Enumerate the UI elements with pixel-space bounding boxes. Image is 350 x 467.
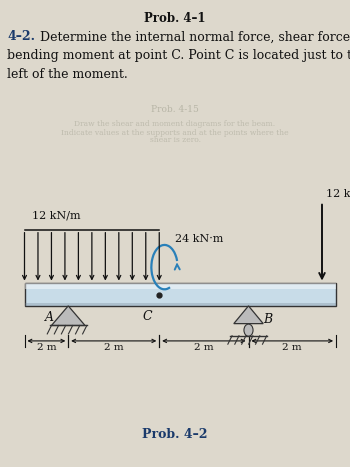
Text: 12 kN/m: 12 kN/m <box>32 211 80 220</box>
Text: 2 m: 2 m <box>282 343 302 352</box>
Circle shape <box>244 324 253 336</box>
Text: A: A <box>44 311 54 324</box>
Text: Prob. 4–2: Prob. 4–2 <box>142 428 208 441</box>
Bar <box>25 303 336 306</box>
Text: Draw the shear and moment diagrams for the beam.: Draw the shear and moment diagrams for t… <box>75 120 275 128</box>
Text: shear is zero.: shear is zero. <box>149 136 201 144</box>
Text: Prob. 4-15: Prob. 4-15 <box>151 105 199 114</box>
Text: 12 kN: 12 kN <box>326 190 350 199</box>
Text: Determine the internal normal force, shear force, and: Determine the internal normal force, she… <box>40 30 350 43</box>
Polygon shape <box>234 306 263 324</box>
Text: B: B <box>263 313 272 326</box>
Text: 4–2.: 4–2. <box>7 30 35 43</box>
Bar <box>25 283 336 289</box>
Bar <box>25 283 336 306</box>
Text: 2 m: 2 m <box>194 343 214 352</box>
Text: left of the moment.: left of the moment. <box>7 68 128 81</box>
Text: C: C <box>142 310 152 323</box>
Text: 2 m: 2 m <box>104 343 124 352</box>
Text: 2 m: 2 m <box>36 343 56 352</box>
Text: 24 kN·m: 24 kN·m <box>175 234 223 244</box>
Text: bending moment at point C. Point C is located just to the: bending moment at point C. Point C is lo… <box>7 49 350 62</box>
Text: Indicate values at the supports and at the points where the: Indicate values at the supports and at t… <box>61 129 289 137</box>
Text: Prob. 4–1: Prob. 4–1 <box>144 12 206 25</box>
Polygon shape <box>51 306 85 325</box>
